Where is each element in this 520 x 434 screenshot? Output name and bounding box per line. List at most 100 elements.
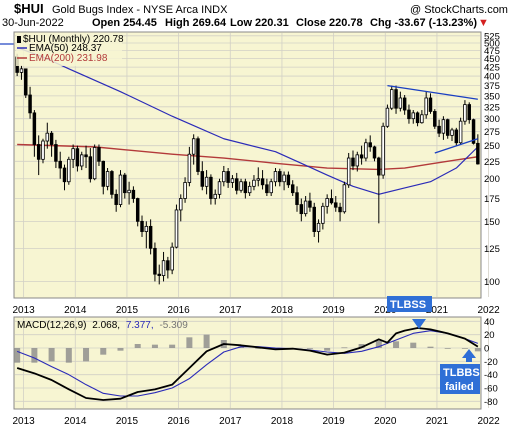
candle-body [428, 97, 433, 112]
price-grid [15, 33, 490, 297]
candle-body [458, 120, 463, 144]
candle-body [75, 148, 80, 167]
price-y-tick-label: 450 [484, 54, 500, 65]
x-tick-label-bottom: 2020 [374, 416, 397, 427]
candle-body [411, 112, 415, 120]
candle-body [415, 112, 420, 124]
candle-body [222, 171, 226, 183]
macd-histogram-bar [48, 348, 55, 362]
candle-body [118, 174, 123, 205]
candle-body [454, 129, 459, 144]
candle-body [179, 198, 183, 211]
candle-body [364, 142, 368, 159]
price-y-tick-label: 350 [484, 91, 500, 102]
candle-body [407, 109, 411, 120]
candle-body [377, 157, 381, 176]
candle-body [321, 205, 325, 224]
candle-body [191, 138, 196, 155]
candle-body [368, 142, 372, 148]
x-tick-label-bottom: 2016 [167, 416, 190, 427]
macd-histogram-bar [238, 346, 245, 348]
candle-body [325, 198, 329, 207]
x-tick-label-top: 2020 [374, 305, 397, 316]
price-y-tick-label: 400 [484, 72, 500, 83]
candle-body [346, 157, 351, 186]
candle-body [372, 146, 377, 159]
macd-histogram-bar [255, 348, 262, 349]
tlbss-box [387, 296, 432, 312]
ema50-layer [16, 46, 479, 195]
candle-body [252, 179, 256, 187]
tlbbs-label: TLBBS [443, 367, 480, 379]
ema200-legend: EMA(200) 231.98 [29, 53, 108, 64]
candle-body [84, 154, 88, 158]
macd-histogram-bar [393, 341, 400, 348]
candle-body [247, 185, 252, 194]
macd-histogram-bar [461, 348, 468, 349]
candle-body [390, 89, 394, 109]
candle-body [424, 97, 428, 116]
x-axis-top: 2013 2014 2015 2016 2017 2018 2019 2020 2021 2022 [12, 305, 500, 316]
candle-body [286, 174, 291, 186]
x-tick-label-top: 2022 [477, 305, 500, 316]
x-tick-label-bottom: 2017 [219, 416, 242, 427]
candle-body [187, 153, 192, 183]
candle-body [174, 209, 179, 248]
x-tick-label-bottom: 2022 [477, 416, 500, 427]
macd-y-tick-label: -20 [484, 357, 498, 368]
macd-histogram-bar [358, 344, 365, 348]
macd-histogram-bar [151, 344, 158, 348]
macd-name: MACD(12,26,9) [17, 320, 86, 331]
x-tick-label-bottom: 2014 [64, 416, 87, 427]
candle-body [213, 193, 217, 199]
macd-histogram-bar [134, 344, 141, 348]
candle-body [265, 184, 269, 194]
x-tick-label-top: 2017 [219, 305, 242, 316]
x-tick-label-top: 2013 [12, 305, 35, 316]
macd-y-tick-label: -60 [484, 384, 498, 395]
candle-body [217, 181, 222, 195]
macd-histogram-bar [100, 348, 107, 355]
macd-histogram-bar [444, 348, 451, 349]
candle-body [312, 206, 316, 232]
candle-body [105, 171, 110, 187]
low-value: Low 220.31 [230, 17, 289, 29]
price-y-tick-label: 175 [484, 194, 500, 205]
candle-body [235, 178, 239, 191]
candle-body [101, 160, 105, 187]
price-y-tick-label: 200 [484, 174, 500, 185]
candle-body [123, 174, 127, 194]
candle-body [88, 156, 93, 180]
candle-body [32, 112, 37, 145]
macd-hist-value: -5.309 [159, 320, 188, 331]
candle-body [140, 220, 144, 232]
candle-body [299, 204, 304, 215]
macd-histogram-bar [117, 348, 124, 351]
price-y-tick-label: 525 [484, 31, 500, 42]
macd-signal-value: 7.377, [126, 320, 154, 331]
candle-body [144, 225, 149, 232]
candle-body [463, 104, 467, 122]
candle-body [49, 132, 54, 145]
candle-body [54, 144, 58, 162]
candle-body [183, 182, 187, 199]
candle-body [153, 247, 157, 275]
price-legend-bg [16, 33, 122, 66]
price-y-tick-label: 475 [484, 46, 500, 57]
tlbbs-arrow-icon [462, 349, 476, 362]
candle-body [28, 94, 32, 114]
candle-body [243, 181, 248, 194]
macd-histogram-bar [375, 340, 382, 348]
macd-value: 2.068, [92, 320, 120, 331]
candle-body [45, 132, 50, 142]
candle-body [381, 125, 385, 176]
candle-body [290, 184, 295, 194]
macd-y-axis: 40 20 0 -20 -40 -60 -80 [484, 317, 498, 408]
macd-histogram-bar [341, 347, 348, 349]
macd-histogram-bar [324, 348, 331, 351]
trendline [434, 138, 479, 154]
macd-histogram-bar [31, 348, 38, 363]
candle-body [230, 178, 235, 183]
trendline [387, 84, 478, 100]
